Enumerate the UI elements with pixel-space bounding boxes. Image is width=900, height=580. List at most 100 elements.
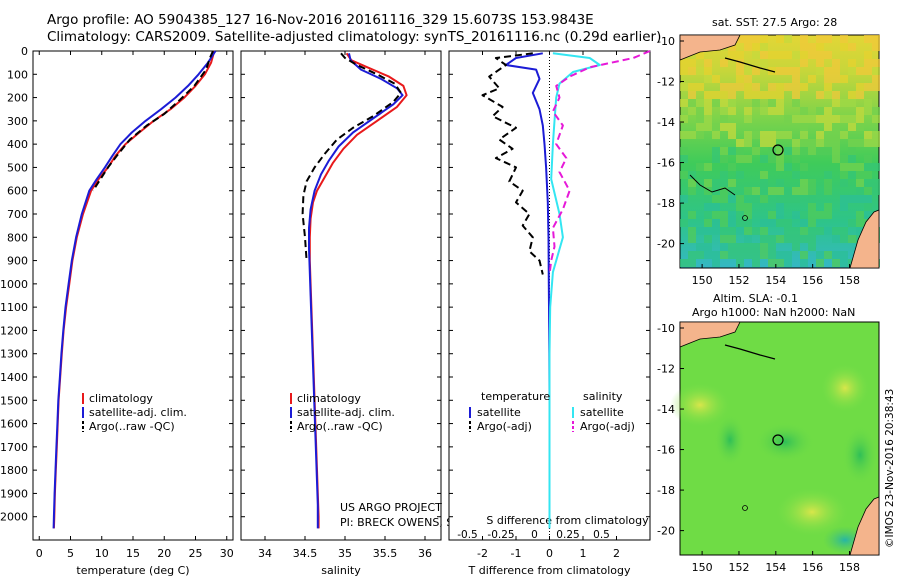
sst-pixel [784,51,792,59]
sst-pixel [792,211,800,219]
series-line-temperature-satellite [504,52,551,529]
credit-line1: US ARGO PROJECT [340,501,442,514]
sst-pixel [816,35,824,43]
map-y-tick-label: -14 [657,403,675,416]
sst-pixel [720,179,728,187]
sst-map-land-png [679,34,741,61]
sst-pixel [792,227,800,235]
sst-pixel [816,91,824,99]
sst-pixel [688,251,696,259]
x-tick-label-top: -0.25 [487,529,514,541]
sst-pixel [760,51,768,59]
legend-label: Argo(..raw -QC) [89,420,175,433]
map-y-tick-label: -20 [657,525,675,538]
sst-pixel [768,251,776,259]
sst-pixel [768,243,776,251]
legend-label: Argo(-adj) [477,420,532,433]
sst-pixel [848,59,856,67]
sst-pixel [840,251,848,259]
sst-pixel [696,107,704,115]
sst-pixel [864,35,872,43]
sst-pixel [776,163,784,171]
y-tick-label: 1100 [0,301,28,314]
sst-pixel [720,219,728,227]
y-tick-label: 700 [7,208,28,221]
sst-pixel [792,155,800,163]
sst-pixel [744,107,752,115]
map-x-tick-label: 158 [839,274,860,287]
sla-blob [714,414,746,466]
profile-panel-3: -2 -1 0 1 2 T difference from climatology S di… [448,50,651,577]
sst-pixel [800,59,808,67]
sst-pixel [688,235,696,243]
sst-pixel [712,131,720,139]
sst-pixel [704,123,712,131]
sst-pixel [824,251,832,259]
sst-pixel [752,187,760,195]
sst-pixel [680,155,688,163]
sst-pixel [760,59,768,67]
sst-pixel [768,83,776,91]
sst-pixel [736,75,744,83]
sst-pixel [744,211,752,219]
x-tick-label-top: 0 [531,529,538,541]
sst-pixel [760,91,768,99]
imos-footer: ©IMOS 23-Nov-2016 20:38:43 [884,388,896,548]
sst-pixel [720,147,728,155]
sst-pixel [840,131,848,139]
sst-pixel [800,235,808,243]
sst-pixel [776,219,784,227]
x-tick-label: 2 [613,547,620,560]
sst-pixel [792,147,800,155]
sst-pixel [832,75,840,83]
sst-pixel [848,67,856,75]
sst-pixel [736,59,744,67]
sst-pixel [776,91,784,99]
sst-pixel [784,195,792,203]
sst-pixel [784,83,792,91]
x-axis-label: temperature (deg C) [76,564,189,577]
sst-pixel [728,131,736,139]
sst-pixel [872,187,880,195]
x-axis-label: salinity [321,564,361,577]
sst-pixel [824,67,832,75]
sst-pixel [792,91,800,99]
sst-pixel [816,147,824,155]
sst-pixel [688,131,696,139]
sst-pixel [784,259,792,267]
sst-pixel [680,67,688,75]
sst-pixel [800,163,808,171]
sst-pixel [800,187,808,195]
sst-pixel [688,99,696,107]
sst-pixel [872,67,880,75]
map-y-tick-label: -10 [657,322,675,335]
sst-pixel [824,147,832,155]
sst-pixel [728,43,736,51]
sst-pixel [736,51,744,59]
sst-pixel [808,195,816,203]
sst-pixel [776,259,784,267]
sst-pixel [760,43,768,51]
sst-pixel [824,123,832,131]
sst-pixel [856,195,864,203]
sst-pixel [832,67,840,75]
sst-pixel [720,243,728,251]
sst-pixel [768,91,776,99]
sst-pixel [832,59,840,67]
y-tick-label: 1700 [0,441,28,454]
map-x-tick-label: 156 [802,561,823,574]
sst-pixel [736,243,744,251]
sst-pixel [776,107,784,115]
sst-pixel [696,163,704,171]
sst-pixel [800,219,808,227]
plot-frame [240,50,442,541]
sst-pixel [728,99,736,107]
sst-pixel [840,235,848,243]
map-y-tick-label: -16 [657,444,675,457]
sst-pixel [760,179,768,187]
y-tick-label: 1500 [0,394,28,407]
sst-pixel [856,163,864,171]
sst-pixel [800,115,808,123]
sst-pixel [864,51,872,59]
sst-pixel [840,99,848,107]
